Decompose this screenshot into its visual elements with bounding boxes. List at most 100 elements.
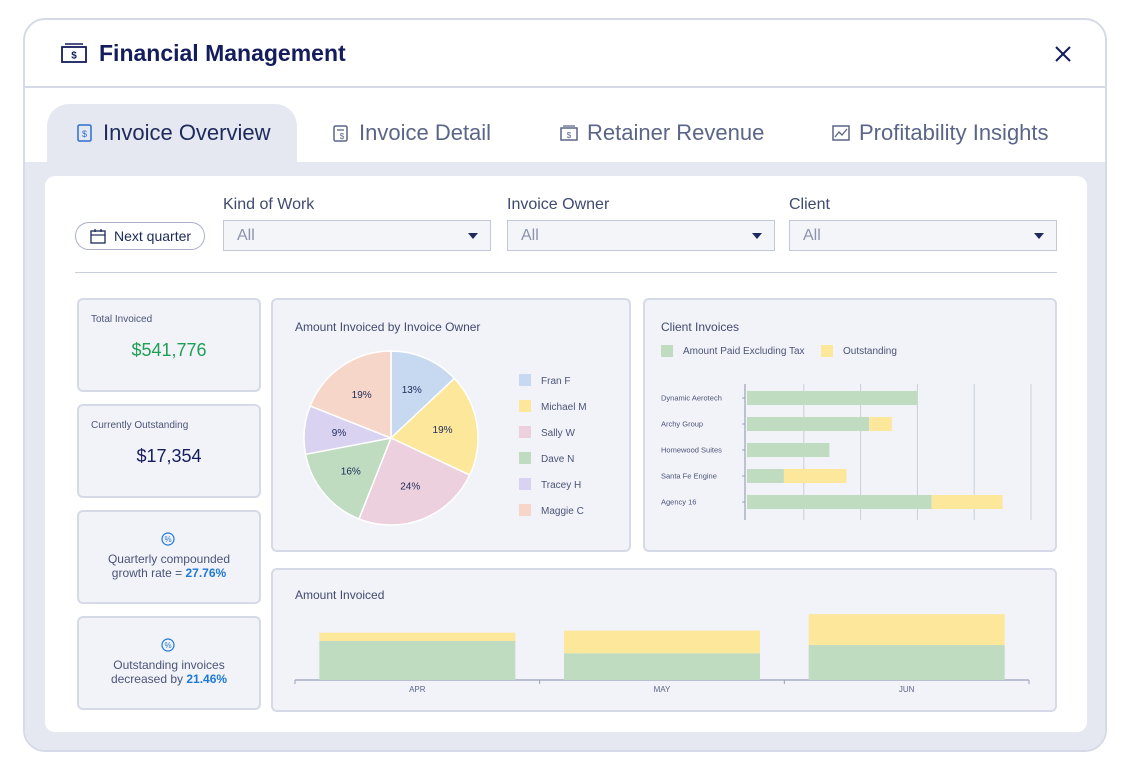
svg-text:$: $ (82, 129, 87, 139)
pie-slice-sally-w[interactable] (357, 436, 471, 526)
client-select[interactable]: All (789, 220, 1057, 251)
total-invoiced-label: Total Invoiced (91, 314, 153, 325)
calendar-icon (90, 229, 106, 244)
bar-segment[interactable] (319, 640, 516, 680)
outstanding-change-value: 21.46% (186, 672, 228, 686)
svg-text:$: $ (567, 131, 572, 140)
date-range-button[interactable]: Next quarter (75, 222, 205, 250)
tab-label: Invoice Overview (103, 120, 271, 145)
caret-down-icon (468, 232, 478, 239)
bar-segment[interactable] (747, 469, 784, 483)
client-invoices-title: Client Invoices (661, 320, 740, 334)
tab-invoice-overview[interactable]: $ Invoice Overview (47, 104, 297, 162)
client-label: Client (789, 196, 830, 213)
bar-segment[interactable] (564, 630, 760, 654)
currently-outstanding-label: Currently Outstanding (91, 420, 189, 431)
legend-item-outstanding: Outstanding (821, 345, 897, 357)
tab-profitability-insights[interactable]: Profitability Insights (831, 104, 1049, 162)
legend-label: Fran F (541, 376, 570, 387)
svg-text:$: $ (71, 51, 77, 62)
svg-text:%: % (164, 535, 171, 544)
filter-divider (75, 272, 1057, 273)
month-label: APR (409, 685, 426, 694)
legend-item-paid: Amount Paid Excluding Tax (661, 345, 805, 357)
legend-label: Tracey H (541, 480, 581, 491)
bar-segment[interactable] (747, 443, 830, 457)
percent-icon: % (161, 638, 175, 652)
invoice-owner-value: All (521, 226, 539, 244)
legend-swatch (519, 478, 531, 490)
amount-invoiced-chart: APR MAY JUN (294, 614, 1030, 694)
outstanding-change-text: Outstanding invoices decreased by 21.46% (110, 658, 228, 686)
kind-of-work-select[interactable]: All (223, 220, 491, 251)
retainer-icon: $ (560, 125, 578, 141)
invoice-owner-label: Invoice Owner (507, 196, 610, 213)
pie-slice-label: 24% (400, 482, 420, 493)
tab-retainer-revenue[interactable]: $ Retainer Revenue (559, 104, 764, 162)
amount-invoiced-card: Amount Invoiced APR MAY JUN (271, 568, 1057, 712)
category-label: Agency 16 (661, 498, 696, 507)
bar-segment[interactable] (564, 653, 760, 680)
caret-down-icon (752, 232, 762, 239)
financial-management-window: $ Financial Management $ Invoice Overvie… (23, 18, 1107, 752)
pie-slice-label: 16% (341, 466, 361, 477)
pie-slice-label: 9% (332, 428, 347, 439)
outstanding-change-card: % Outstanding invoices decreased by 21.4… (77, 616, 261, 710)
legend-swatch (519, 400, 531, 412)
legend-label: Sally W (541, 428, 575, 439)
legend-label: Michael M (541, 402, 587, 413)
kind-of-work-label: Kind of Work (223, 196, 315, 213)
bar-segment[interactable] (931, 495, 1003, 509)
pie-chart: 13% 19% 24% 16% 9% 19% Fran F Michael M Sally W D… (303, 350, 587, 526)
content-area: $ Invoice Overview $ Invoice Detail $ Re… (25, 90, 1105, 750)
bar-segment[interactable] (808, 614, 1005, 646)
pie-slice-michael-m[interactable] (389, 377, 479, 477)
pie-slice-maggie-c[interactable] (309, 350, 392, 440)
bar-segment[interactable] (747, 391, 918, 405)
bar-segment[interactable] (747, 417, 870, 431)
title-bar: $ Financial Management (25, 20, 1105, 88)
legend-swatch (519, 374, 531, 386)
month-label: MAY (654, 685, 671, 694)
client-invoices-chart: Dynamic Aerotech Archy Group Homewood Suit… (661, 384, 1032, 520)
svg-text:%: % (164, 641, 171, 650)
growth-rate-value: 27.76% (185, 566, 227, 580)
date-range-label: Next quarter (114, 228, 192, 244)
kind-of-work-value: All (237, 226, 255, 244)
invoice-overview-panel: Next quarter Kind of Work All Invoice Ow… (45, 176, 1087, 732)
bar-segment[interactable] (747, 495, 932, 509)
bar-segment[interactable] (869, 417, 892, 431)
tab-label: Profitability Insights (859, 120, 1049, 145)
category-label: Santa Fe Engine (661, 472, 717, 481)
category-label: Homewood Suites (661, 446, 722, 455)
bar-segment[interactable] (783, 469, 847, 483)
currently-outstanding-card: Currently Outstanding $17,354 (77, 404, 261, 498)
currently-outstanding-value: $17,354 (136, 446, 202, 466)
invoice-icon: $ (77, 124, 92, 142)
tab-invoice-detail[interactable]: $ Invoice Detail (331, 104, 491, 162)
total-invoiced-value: $541,776 (131, 340, 207, 360)
pie-chart-title: Amount Invoiced by Invoice Owner (295, 320, 481, 334)
legend-swatch (519, 452, 531, 464)
legend-swatch (821, 345, 833, 357)
close-icon[interactable] (1053, 44, 1073, 64)
bar-segment[interactable] (808, 645, 1005, 680)
tab-label: Invoice Detail (359, 120, 492, 145)
pie-slice-dave-n[interactable] (304, 437, 393, 520)
window-title: Financial Management (99, 40, 346, 66)
month-label: JUN (899, 685, 915, 694)
category-label: Archy Group (661, 420, 703, 429)
legend-label: Maggie C (541, 506, 584, 517)
caret-down-icon (1034, 232, 1044, 239)
percent-icon: % (161, 532, 175, 546)
bar-segment[interactable] (319, 632, 516, 641)
legend-label: Dave N (541, 454, 574, 465)
chart-icon (832, 125, 850, 141)
svg-text:$: $ (340, 132, 345, 141)
legend-swatch (661, 345, 673, 357)
pie-slice-label: 19% (433, 425, 453, 436)
invoice-owner-select[interactable]: All (507, 220, 775, 251)
pie-slice-label: 13% (402, 385, 422, 396)
pie-slice-fran-f[interactable] (390, 350, 456, 440)
client-value: All (803, 226, 821, 244)
